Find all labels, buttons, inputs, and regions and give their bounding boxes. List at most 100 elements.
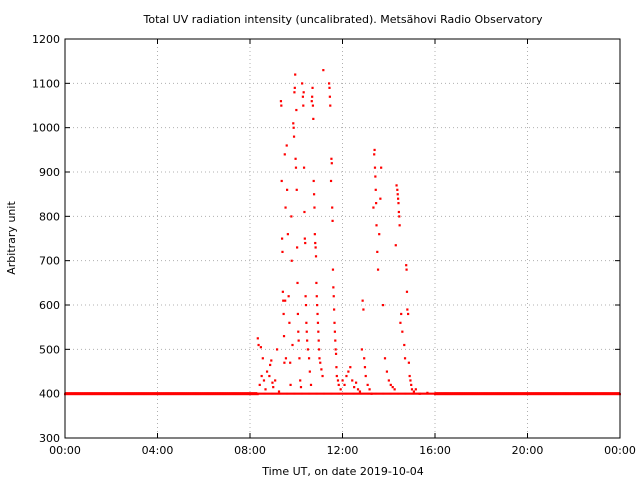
data-point [283,153,286,156]
baseline-point [392,392,395,395]
baseline-point [274,392,277,395]
data-point [258,383,261,386]
data-point [358,390,362,393]
baseline-point [375,392,378,395]
baseline-point [403,392,406,395]
y-axis-label: Arbitrary unit [5,201,18,275]
data-point [380,166,383,169]
baseline-point [305,392,308,395]
baseline-point [386,392,389,395]
baseline-point [387,392,390,395]
data-point [398,224,401,227]
baseline-point [294,392,297,395]
baseline-point [351,392,354,395]
data-point [290,215,293,218]
baseline-point [361,392,364,395]
data-point [322,69,325,72]
data-point [256,337,259,340]
data-point [317,330,320,333]
baseline-point [299,392,302,395]
x-tick-label: 08:00 [234,444,266,457]
data-point [331,206,334,209]
data-point [306,348,310,351]
baseline-point [365,392,368,395]
data-point [372,206,375,209]
baseline-point [313,392,316,395]
data-point [347,370,350,373]
data-point [309,383,313,386]
y-tick-label: 1000 [32,122,60,135]
baseline-point [415,392,418,395]
baseline-point [353,392,356,395]
data-point [314,241,317,245]
data-point [317,348,321,351]
data-point [320,368,323,371]
data-point [286,188,289,191]
baseline-point [291,392,294,395]
baseline-point [276,392,279,395]
data-point [368,388,371,391]
baseline-point [260,392,263,395]
data-point [305,330,308,333]
data-point [332,286,335,289]
data-point [373,166,377,169]
data-point [394,244,397,247]
baseline-point [418,392,421,395]
baseline-point [284,392,287,395]
data-point [319,361,322,364]
baseline-point [329,392,332,395]
baseline-point [388,392,391,395]
y-tick-label: 1200 [32,33,60,46]
baseline-point [371,392,374,395]
data-point [331,268,335,271]
data-points [64,69,621,396]
baseline-point [349,392,352,395]
baseline-point [360,392,362,395]
chart-grid [65,39,620,438]
data-point [335,366,338,369]
baseline-point [328,392,331,395]
data-point [302,166,306,169]
baseline-point [409,392,412,395]
data-point [330,162,333,165]
data-point [280,104,283,107]
baseline-point [286,392,288,395]
baseline-point [420,392,423,395]
baseline-point [376,392,379,395]
baseline-point [302,392,305,395]
baseline-point [316,392,319,395]
data-point [264,388,267,391]
data-point [328,86,331,89]
baseline-point [369,392,372,395]
data-point [331,219,334,222]
data-point [284,206,287,209]
baseline-point [366,392,369,395]
baseline-point [368,392,371,395]
baseline-point [325,392,328,395]
baseline-point [421,392,424,395]
data-point [287,295,290,298]
data-point [265,370,269,373]
data-point [406,308,409,311]
data-point [295,108,298,112]
data-point [332,295,335,298]
data-point [268,374,271,378]
data-point [333,308,336,311]
data-point [329,179,333,183]
baseline-point [270,392,273,395]
data-point [302,104,305,107]
baseline-point [317,392,320,395]
data-point [316,304,319,307]
data-point [291,343,294,347]
data-point [262,379,266,382]
data-point [304,304,308,307]
data-point [284,299,287,302]
baseline-point [287,392,290,395]
baseline-point [301,392,304,395]
data-point [311,95,314,98]
data-point [361,299,364,302]
data-point [284,357,288,360]
data-point [296,246,299,249]
data-point [398,215,401,218]
